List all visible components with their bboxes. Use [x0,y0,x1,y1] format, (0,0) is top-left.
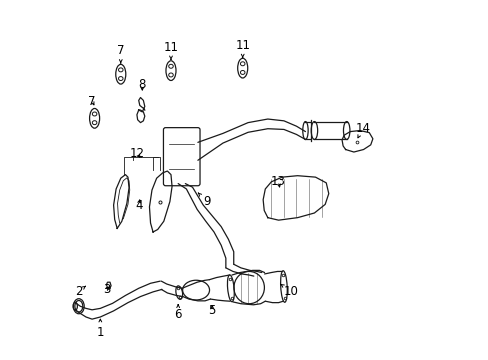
Text: 9: 9 [198,193,210,208]
Text: 7: 7 [117,44,124,63]
Text: 3: 3 [102,283,110,296]
Text: 7: 7 [88,95,96,108]
Text: 5: 5 [208,305,216,318]
Text: 11: 11 [235,39,250,58]
Text: 13: 13 [270,175,285,188]
Text: 2: 2 [75,285,85,298]
Text: 6: 6 [174,305,182,321]
Text: 11: 11 [163,41,178,59]
Text: 1: 1 [97,319,104,339]
Text: 4: 4 [135,199,142,212]
Text: 8: 8 [138,78,146,91]
Text: 14: 14 [355,122,369,138]
Text: 12: 12 [129,147,144,159]
Text: 10: 10 [280,284,298,298]
